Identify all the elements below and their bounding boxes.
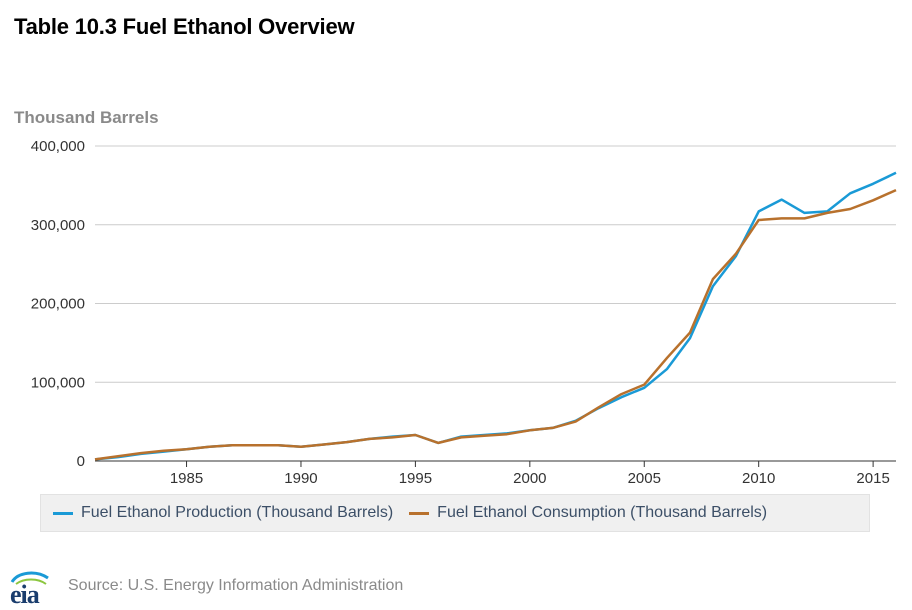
x-tick-label-2010: 2010	[742, 470, 775, 487]
y-tick-label-100000: 100,000	[31, 374, 85, 391]
x-tick-label-2005: 2005	[628, 470, 661, 487]
y-axis-label: Thousand Barrels	[14, 108, 159, 127]
x-tick-label-2000: 2000	[513, 470, 546, 487]
series-line-consumption[interactable]	[94, 188, 897, 461]
y-tick-label-300000: 300,000	[31, 217, 85, 234]
eia-logo-text: eia	[10, 580, 40, 609]
eia-logo-icon	[10, 571, 49, 585]
y-tick-label-0: 0	[77, 453, 85, 470]
y-tick-label-400000: 400,000	[31, 138, 85, 155]
legend-swatch-consumption	[409, 511, 430, 515]
y-tick-label-200000: 200,000	[31, 296, 85, 313]
chart-footer: eia Source: U.S. Energy Information Admi…	[8, 568, 404, 609]
x-tick-label-2015: 2015	[856, 470, 889, 487]
legend-item-consumption[interactable]: Fuel Ethanol Consumption (Thousand Barre…	[409, 504, 767, 522]
x-tick-label-1995: 1995	[399, 470, 432, 487]
legend-label-production: Fuel Ethanol Production (Thousand Barrel…	[81, 504, 394, 521]
x-tick-label-1990: 1990	[284, 470, 317, 487]
eia-logo[interactable]: eia	[8, 568, 54, 609]
chart-legend: Fuel Ethanol Production (Thousand Barrel…	[40, 494, 870, 532]
source-note: Source: U.S. Energy Information Administ…	[68, 577, 404, 594]
x-tick-label-1985: 1985	[170, 470, 203, 487]
legend-swatch-production	[53, 511, 73, 515]
chart-title: Table 10.3 Fuel Ethanol Overview	[14, 14, 355, 39]
legend-label-consumption: Fuel Ethanol Consumption (Thousand Barre…	[437, 504, 768, 521]
legend-item-production[interactable]: Fuel Ethanol Production (Thousand Barrel…	[53, 504, 393, 522]
line-chart: 0 100,000 200,000 300,000 400,000 1985 1990 19…	[31, 138, 897, 487]
series-line-production[interactable]	[94, 171, 897, 461]
